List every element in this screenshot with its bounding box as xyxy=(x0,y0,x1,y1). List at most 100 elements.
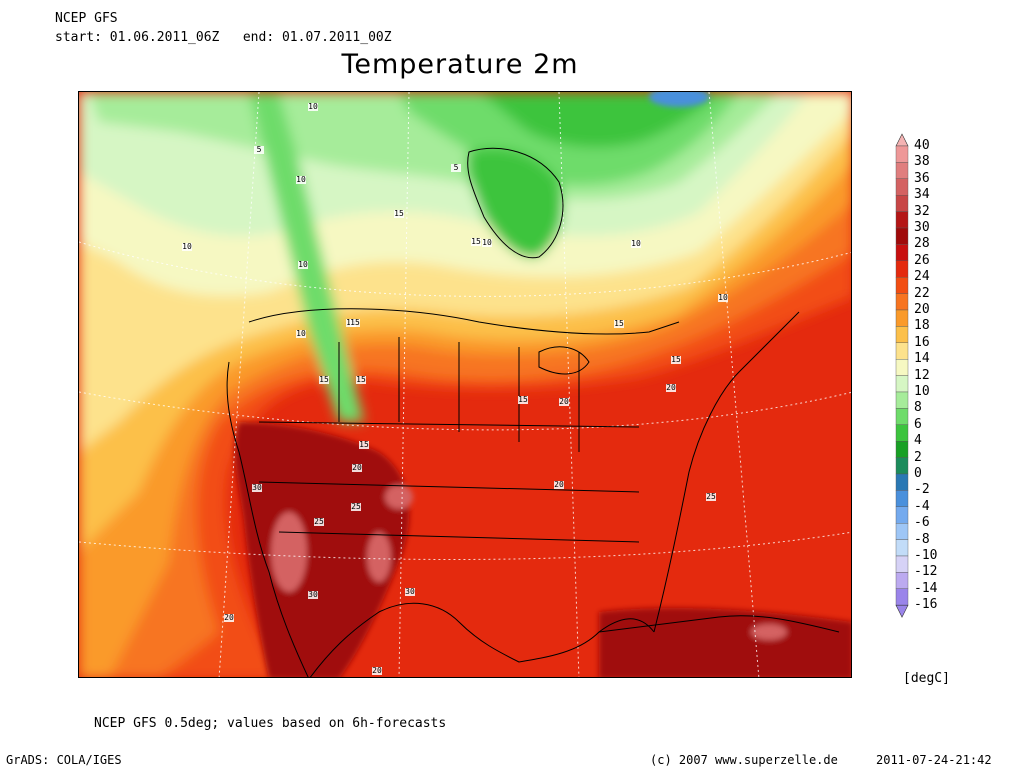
colorbar-box xyxy=(895,506,909,524)
contour-label-bg xyxy=(224,614,234,622)
contour-label: 15 xyxy=(350,318,360,327)
colorbar-label: -8 xyxy=(914,531,930,547)
contour-label: 20 xyxy=(559,397,569,406)
colorbar-box xyxy=(895,441,909,458)
contour-label-bg xyxy=(614,320,624,328)
colorbar-bottom-arrow xyxy=(895,604,909,618)
contour-label: 10 xyxy=(296,329,306,338)
contour-label-bg xyxy=(671,356,681,364)
graticule xyxy=(79,92,851,677)
colorbar-box xyxy=(895,227,909,245)
colorbar-box xyxy=(895,588,909,606)
contour-label-bg xyxy=(372,667,382,675)
contour-label: 25 xyxy=(706,492,716,501)
colorbar-label: -14 xyxy=(914,580,938,596)
colorbar-label: 4 xyxy=(914,433,922,449)
colorbar-box xyxy=(895,555,909,573)
colorbar-box xyxy=(895,244,909,262)
contour-label: 10 xyxy=(308,102,318,111)
contour-label-bg xyxy=(350,319,360,327)
contour-label-bg xyxy=(352,464,362,472)
colorbar-label: 12 xyxy=(914,367,930,383)
colorbar-label: 22 xyxy=(914,285,930,301)
colorbar-box xyxy=(895,572,909,589)
colorbar-label: 40 xyxy=(914,138,930,153)
temperature-map: 1051010101515101510101051515151515201520… xyxy=(78,91,852,678)
contour-label-bg xyxy=(359,441,369,449)
colorbar-label: 14 xyxy=(914,351,930,367)
contour-label-bg xyxy=(296,330,306,338)
copyright: (c) 2007 www.superzelle.de xyxy=(650,753,838,767)
field-4 xyxy=(467,148,563,258)
map-title: Temperature 2m xyxy=(341,49,579,80)
footnote: NCEP GFS 0.5deg; values based on 6h-fore… xyxy=(94,716,447,731)
colorbar-label: 34 xyxy=(914,187,930,203)
contour-label-bg xyxy=(666,384,676,392)
contour-label: 10 xyxy=(182,242,192,251)
contour-label-bg xyxy=(351,503,361,511)
colorbar-box xyxy=(895,375,909,393)
contour-label-bg xyxy=(559,398,569,406)
contour-label: 25 xyxy=(314,517,324,526)
colorbar-box xyxy=(895,342,909,360)
contour-label-bg xyxy=(554,481,564,489)
colorbar-box xyxy=(895,523,909,540)
colorbar-label: 26 xyxy=(914,252,930,268)
contour-label: 10 xyxy=(482,238,492,247)
contour-label: 10 xyxy=(296,175,306,184)
field-32c xyxy=(367,532,391,582)
colorbar-label: 20 xyxy=(914,302,930,317)
contour-label-bg xyxy=(296,176,306,184)
colorbar xyxy=(895,133,909,618)
contour-label-bg xyxy=(482,239,492,247)
colorbar-box xyxy=(895,473,909,491)
colorbar-box xyxy=(895,457,909,475)
colorbar-label: 24 xyxy=(914,269,930,285)
contour-label: 15 xyxy=(319,375,329,384)
colorbar-box xyxy=(895,276,909,294)
field-28-carib xyxy=(599,607,851,677)
colorbar-label: 38 xyxy=(914,154,930,170)
colorbar-label: 30 xyxy=(914,220,930,235)
colorbar-label: 28 xyxy=(914,236,930,252)
colorbar-label: -12 xyxy=(914,564,938,580)
field-cold xyxy=(649,92,709,107)
contour-label-bg xyxy=(518,396,528,404)
contour-label-bg xyxy=(254,146,264,154)
colorbar-label: -16 xyxy=(914,597,938,613)
contour-label-bg xyxy=(314,518,324,526)
colorbar-label: -4 xyxy=(914,498,930,514)
colorbar-box xyxy=(895,309,909,327)
colorbar-top-arrow xyxy=(895,133,909,147)
contour-label: 15 xyxy=(614,319,624,328)
borders xyxy=(226,147,840,677)
colorbar-label: 0 xyxy=(914,466,922,481)
colorbar-label: -10 xyxy=(914,548,938,563)
field-rockies xyxy=(249,92,364,422)
contour-label-bg xyxy=(405,588,415,596)
colorbar-box xyxy=(895,326,909,343)
contour-label: 15 xyxy=(471,237,481,246)
contour-labels: 1051010101515101510101051515151515201520… xyxy=(182,102,728,675)
contour-label-bg xyxy=(298,261,308,269)
colorbar-box xyxy=(895,195,909,212)
colorbar-box xyxy=(895,260,909,278)
colorbar-box xyxy=(895,424,909,442)
contour-label: 10 xyxy=(631,239,641,248)
contour-label-bg xyxy=(308,591,318,599)
contour-label: 20 xyxy=(372,666,382,675)
colorbar-box xyxy=(895,178,909,196)
colorbar-box xyxy=(895,162,909,179)
colorbar-box xyxy=(895,211,909,229)
colorbar-label: -2 xyxy=(914,482,930,498)
colorbar-box xyxy=(895,408,909,425)
model-label: NCEP GFS xyxy=(55,11,118,26)
field-32a xyxy=(271,512,307,592)
contour-label-bg xyxy=(471,238,481,246)
colorbar-label: 16 xyxy=(914,334,930,350)
contour-label: 30 xyxy=(252,483,262,492)
colorbar-box xyxy=(895,539,909,557)
contour-label: 20 xyxy=(666,383,676,392)
contour-label-bg xyxy=(631,240,641,248)
contour-label: 15 xyxy=(518,395,528,404)
